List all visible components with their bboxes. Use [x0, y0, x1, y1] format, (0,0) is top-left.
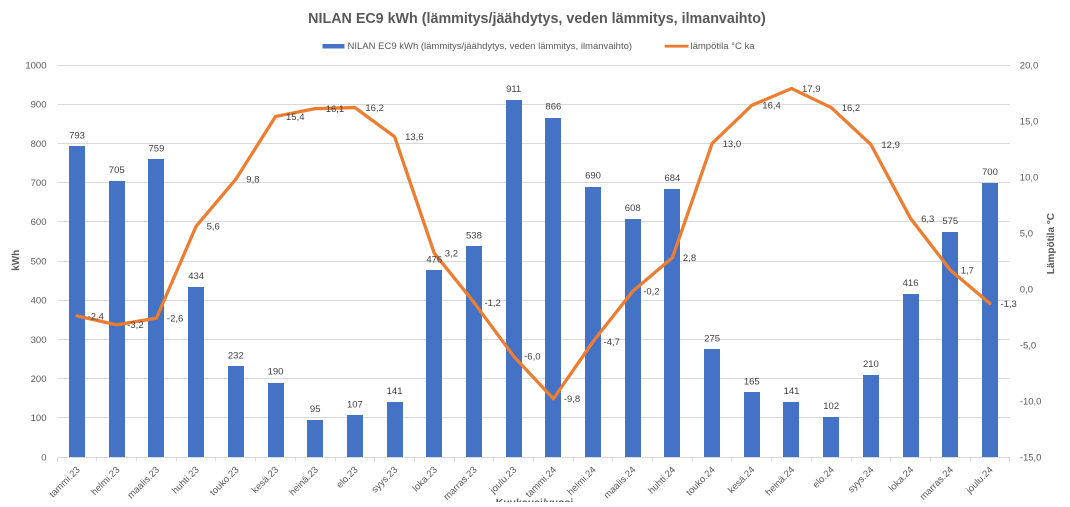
svg-text:500: 500	[31, 256, 47, 267]
svg-text:-3,2: -3,2	[127, 320, 143, 331]
svg-text:-1,3: -1,3	[1000, 299, 1016, 310]
svg-text:NILAN EC9 kWh (lämmitys/jäähdy: NILAN EC9 kWh (lämmitys/jäähdytys, veden…	[348, 41, 633, 52]
svg-text:-15,0: -15,0	[1020, 452, 1042, 463]
svg-text:-10,0: -10,0	[1020, 396, 1042, 407]
svg-text:200: 200	[31, 374, 47, 385]
svg-text:10,0: 10,0	[1020, 172, 1039, 183]
svg-text:476: 476	[426, 255, 442, 266]
svg-text:lämpötila °C ka: lämpötila °C ka	[691, 41, 756, 52]
svg-text:600: 600	[31, 217, 47, 228]
svg-text:900: 900	[31, 100, 47, 111]
svg-text:700: 700	[31, 178, 47, 189]
svg-text:-2,6: -2,6	[167, 314, 183, 325]
svg-text:107: 107	[347, 399, 363, 410]
svg-text:911: 911	[506, 84, 521, 95]
svg-text:2,8: 2,8	[683, 253, 696, 264]
svg-text:608: 608	[625, 203, 641, 214]
svg-text:210: 210	[863, 359, 879, 370]
svg-text:400: 400	[31, 296, 47, 307]
svg-text:15,4: 15,4	[286, 112, 305, 123]
svg-text:5,0: 5,0	[1020, 228, 1033, 239]
svg-text:866: 866	[545, 102, 561, 113]
svg-text:-5,0: -5,0	[1020, 340, 1036, 351]
svg-text:165: 165	[744, 377, 760, 388]
svg-text:141: 141	[784, 386, 800, 397]
svg-text:16,4: 16,4	[762, 101, 781, 112]
svg-text:-4,7: -4,7	[604, 337, 620, 348]
svg-text:700: 700	[982, 167, 998, 178]
svg-text:13,0: 13,0	[723, 139, 742, 150]
svg-text:300: 300	[31, 335, 47, 346]
svg-text:793: 793	[69, 130, 85, 141]
svg-text:275: 275	[704, 333, 720, 344]
svg-text:-2,4: -2,4	[88, 311, 104, 322]
svg-text:-1,2: -1,2	[484, 298, 500, 309]
svg-text:1000: 1000	[25, 60, 46, 71]
svg-text:705: 705	[109, 165, 125, 176]
svg-text:759: 759	[149, 144, 165, 155]
svg-text:16,2: 16,2	[842, 103, 861, 114]
svg-text:16,2: 16,2	[365, 103, 384, 114]
svg-text:190: 190	[268, 367, 284, 378]
svg-text:95: 95	[310, 404, 321, 415]
svg-text:690: 690	[585, 171, 601, 182]
svg-text:800: 800	[31, 139, 47, 150]
svg-text:3,2: 3,2	[445, 249, 458, 260]
svg-text:13,6: 13,6	[405, 132, 424, 143]
svg-text:20,0: 20,0	[1020, 60, 1039, 71]
svg-text:538: 538	[466, 230, 482, 241]
svg-text:434: 434	[188, 271, 204, 282]
svg-text:141: 141	[387, 386, 403, 397]
svg-text:Kuukausi/vuosi: Kuukausi/vuosi	[496, 497, 574, 502]
svg-text:100: 100	[31, 413, 47, 424]
svg-text:684: 684	[664, 173, 680, 184]
svg-text:416: 416	[903, 278, 919, 289]
svg-text:12,9: 12,9	[881, 140, 900, 151]
svg-text:-9,8: -9,8	[564, 394, 580, 405]
svg-text:0,0: 0,0	[1020, 284, 1033, 295]
svg-text:9,8: 9,8	[246, 175, 259, 186]
svg-text:-6,0: -6,0	[524, 352, 540, 363]
svg-text:1,7: 1,7	[961, 265, 974, 276]
svg-text:102: 102	[823, 401, 839, 412]
svg-text:Lämpötila °C: Lämpötila °C	[1046, 213, 1057, 274]
svg-text:15,0: 15,0	[1020, 116, 1039, 127]
svg-text:5,6: 5,6	[207, 222, 220, 233]
svg-text:NILAN EC9 kWh (lämmitys/jäähdy: NILAN EC9 kWh (lämmitys/jäähdytys, veden…	[308, 11, 766, 27]
svg-text:232: 232	[228, 350, 244, 361]
svg-text:575: 575	[942, 216, 958, 227]
svg-text:-0,2: -0,2	[643, 287, 659, 298]
svg-text:6,3: 6,3	[921, 214, 934, 225]
svg-text:kWh: kWh	[11, 250, 22, 271]
svg-text:16,1: 16,1	[326, 104, 345, 115]
svg-text:17,9: 17,9	[802, 84, 821, 95]
svg-text:0: 0	[41, 452, 46, 463]
